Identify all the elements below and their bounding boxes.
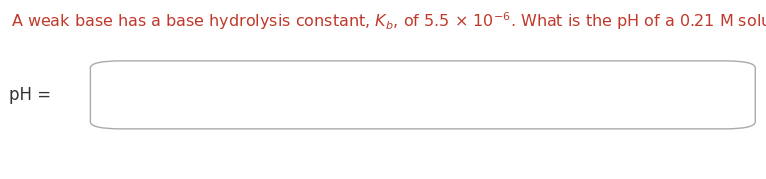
- Text: pH =: pH =: [9, 86, 51, 104]
- FancyBboxPatch shape: [90, 61, 755, 129]
- Text: A weak base has a base hydrolysis constant, $\mathit{K}_b$, of 5.5 $\times$ 10$^: A weak base has a base hydrolysis consta…: [11, 11, 766, 32]
